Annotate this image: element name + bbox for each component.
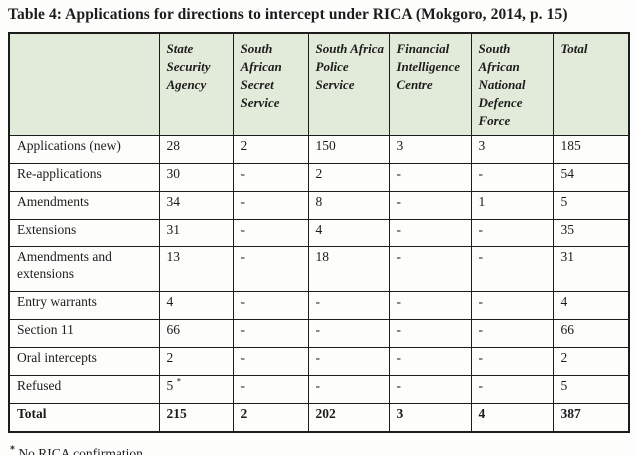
table-cell: - <box>307 374 390 404</box>
table-cell: 31 <box>158 218 234 248</box>
table-cell: 185 <box>552 134 630 164</box>
row-label: Refused <box>8 374 160 404</box>
table-cell: - <box>388 374 472 404</box>
table-cell: 31 <box>552 246 630 293</box>
table-cell: 34 <box>158 190 234 220</box>
table-row: Applications (new) 28 2 150 3 3 185 <box>8 134 630 164</box>
table-cell: - <box>232 319 309 348</box>
table-cell: 3 <box>388 402 472 433</box>
table-row: Entry warrants 4- - - -4 <box>8 291 630 320</box>
table-title: Table 4: Applications for directions to … <box>8 6 568 23</box>
header-cell-police-service: South Africa Police Service <box>307 32 390 136</box>
table-cell: 13 <box>158 246 234 293</box>
table-cell: 18 <box>307 246 390 293</box>
footnote-marker: * <box>10 444 15 455</box>
table-cell: 35 <box>552 218 630 248</box>
table-cell: - <box>232 218 309 248</box>
row-label: Section 11 <box>8 319 160 348</box>
table-cell: - <box>470 162 554 192</box>
header-cell-financial-intelligence-centre: Financial Intelligence Centre <box>388 32 472 136</box>
table-row: Amendments and extensions 13-18- -31 <box>8 246 630 293</box>
table-cell: 387 <box>552 402 630 433</box>
header-cell-national-defence-force: South African National Defence Force <box>470 32 554 136</box>
table-cell: - <box>470 246 554 293</box>
footnote-marker: * <box>176 376 182 387</box>
table-cell: 5 <box>552 190 630 220</box>
footnote: * No RICA confirmation <box>10 444 628 455</box>
table-cell: 1 <box>470 190 554 220</box>
table-cell: 4 <box>552 291 630 320</box>
row-label: Total <box>8 402 160 433</box>
table-row: Re-applications 30-2- -54 <box>8 162 630 192</box>
table-cell: 2 <box>232 402 309 433</box>
table-cell: 5 <box>552 374 630 404</box>
table-header: State Security Agency South African Secr… <box>8 32 630 136</box>
table-cell: 30 <box>158 162 234 192</box>
table-cell: - <box>388 319 472 348</box>
table-cell: 5 * <box>158 374 234 404</box>
table-cell: 66 <box>552 319 630 348</box>
table-cell: 28 <box>158 134 234 164</box>
table-cell: - <box>232 162 309 192</box>
row-label: Amendments and extensions <box>8 246 160 293</box>
table-cell: - <box>388 246 472 293</box>
table-cell: 8 <box>307 190 390 220</box>
row-label: Amendments <box>8 190 160 220</box>
header-row: State Security Agency South African Secr… <box>8 32 630 136</box>
table-cell: - <box>470 346 554 376</box>
table-cell: 4 <box>470 402 554 433</box>
table-cell: 215 <box>158 402 234 433</box>
table-cell: - <box>307 319 390 348</box>
rica-applications-table: State Security Agency South African Secr… <box>8 32 630 433</box>
table-cell: - <box>388 291 472 320</box>
table-row: Extensions 31-4- -35 <box>8 218 630 248</box>
table-cell: 2 <box>158 346 234 376</box>
table-cell: - <box>388 162 472 192</box>
row-label: Extensions <box>8 218 160 248</box>
table-cell: - <box>232 346 309 376</box>
table-cell: 3 <box>470 134 554 164</box>
table-cell: 54 <box>552 162 630 192</box>
header-cell-state-security-agency: State Security Agency <box>158 32 234 136</box>
table-cell: - <box>232 374 309 404</box>
table-cell: - <box>470 319 554 348</box>
table-cell: 202 <box>307 402 390 433</box>
table-row: Total 215 2 202 3 4 387 <box>8 402 630 433</box>
table-cell: 2 <box>307 162 390 192</box>
table-cell: 150 <box>307 134 390 164</box>
header-cell-secret-service: South African Secret Service <box>232 32 309 136</box>
table-cell: - <box>307 346 390 376</box>
table-cell: - <box>388 190 472 220</box>
table-row: Oral intercepts 2- - - -2 <box>8 346 630 376</box>
row-label: Applications (new) <box>8 134 160 164</box>
table-cell: 2 <box>552 346 630 376</box>
table-cell: - <box>388 346 472 376</box>
table-row: Refused 5 * - - - -5 <box>8 374 630 404</box>
table-cell: 3 <box>388 134 472 164</box>
table-cell: 2 <box>232 134 309 164</box>
header-cell-blank <box>8 32 160 136</box>
row-label: Oral intercepts <box>8 346 160 376</box>
table-body: Applications (new) 28 2 150 3 3 185 Re-applicat… <box>8 134 630 433</box>
table-row: Section 11 66- - - -66 <box>8 319 630 348</box>
table-cell: 66 <box>158 319 234 348</box>
footnote-text: No RICA confirmation <box>18 445 143 455</box>
table-cell: - <box>232 190 309 220</box>
table-cell: - <box>232 246 309 293</box>
row-label: Entry warrants <box>8 291 160 320</box>
table-cell: - <box>307 291 390 320</box>
table-row: Amendments 34-8-1 5 <box>8 190 630 220</box>
table-cell: - <box>232 291 309 320</box>
table-cell: 4 <box>307 218 390 248</box>
table-cell: 4 <box>158 291 234 320</box>
header-cell-total: Total <box>552 32 630 136</box>
row-label: Re-applications <box>8 162 160 192</box>
table-cell: - <box>470 374 554 404</box>
table-cell: - <box>388 218 472 248</box>
table-cell: - <box>470 291 554 320</box>
table-cell: - <box>470 218 554 248</box>
